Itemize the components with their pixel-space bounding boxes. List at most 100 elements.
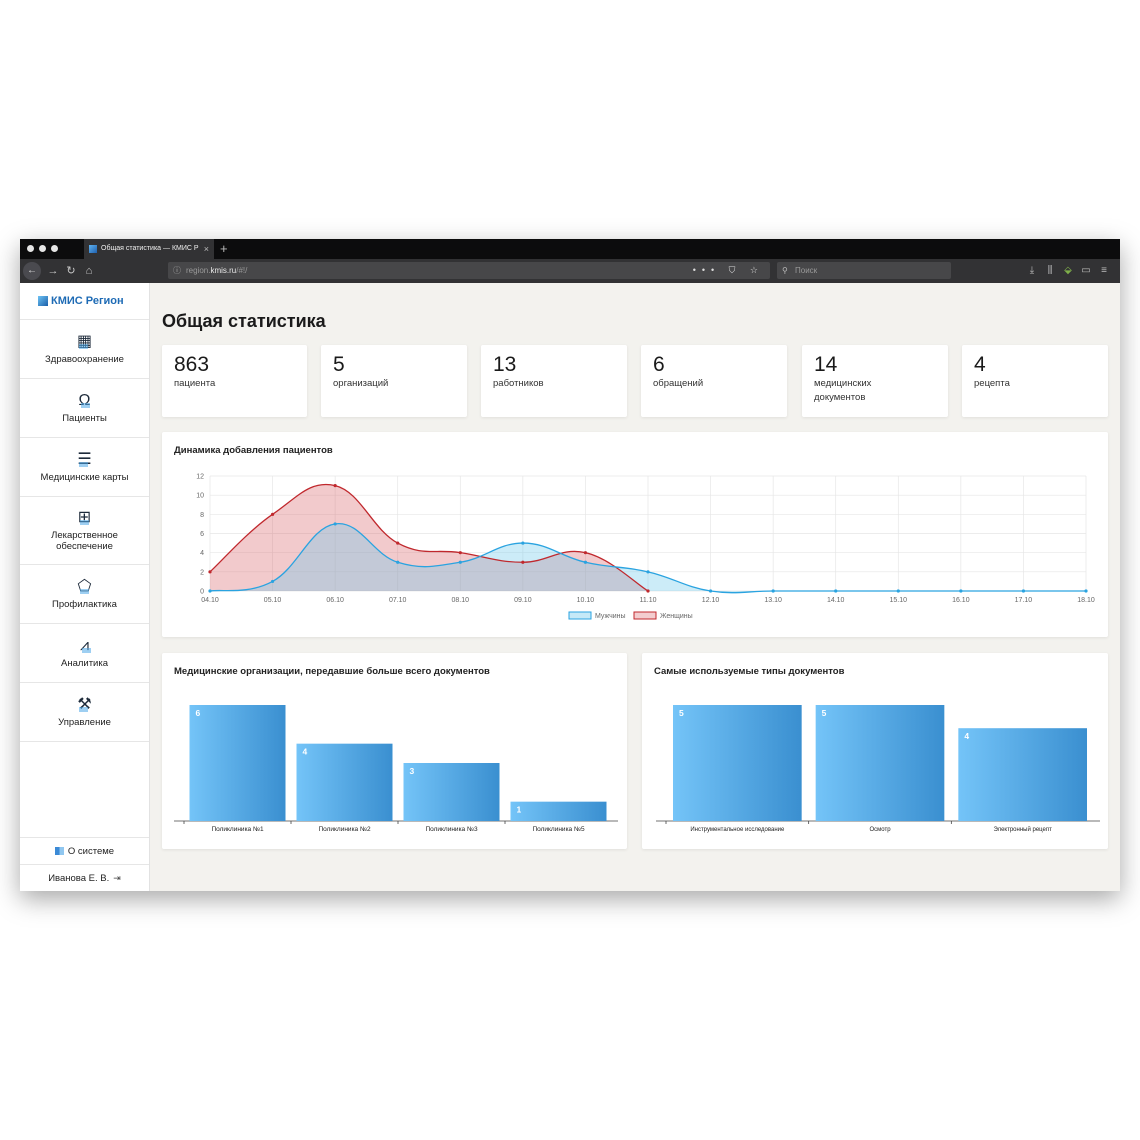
y-tick-label: 4 bbox=[200, 550, 204, 557]
data-point bbox=[521, 541, 525, 545]
stat-label: рецепта bbox=[974, 378, 1010, 389]
sidebar-item-label: Лекарственное обеспечение bbox=[51, 530, 118, 552]
search-icon: ⚲ bbox=[782, 266, 788, 275]
home-icon[interactable]: ⌂ bbox=[85, 265, 93, 277]
stat-value: 4 bbox=[974, 353, 986, 376]
browser-toolbar-icons: ⤓ ⫼ ⬙ ▭ ≡ bbox=[1023, 263, 1113, 279]
data-point bbox=[270, 579, 275, 584]
chart-title: Динамика добавления пациентов bbox=[174, 445, 333, 456]
forward-icon[interactable]: → bbox=[47, 265, 59, 277]
prevention-icon: ⬠ bbox=[77, 578, 92, 595]
legend-label: Мужчины bbox=[595, 613, 626, 620]
tab-title: Общая статистика — КМИС Р bbox=[101, 245, 199, 252]
bar bbox=[403, 763, 500, 821]
page-actions-icons[interactable]: ••• ⛉ ☆ bbox=[692, 265, 764, 275]
data-point bbox=[834, 589, 838, 593]
data-point bbox=[646, 589, 650, 593]
browser-window: Общая статистика — КМИС Р × + ← → ↻ ⌂ ⓘ … bbox=[20, 239, 1120, 891]
legend-swatch bbox=[568, 611, 592, 620]
sidebar-item-prevention[interactable]: ⬠ Профилактика bbox=[20, 565, 149, 624]
sidebar-item-drugs[interactable]: ⊞ Лекарственное обеспечение bbox=[20, 497, 149, 565]
bar-value-label: 5 bbox=[822, 708, 827, 718]
sidebar-item-label: Медицинские карты bbox=[40, 472, 129, 483]
bar-value-label: 1 bbox=[517, 805, 522, 815]
chart-title: Самые используемые типы документов bbox=[654, 666, 845, 677]
stat-value: 863 bbox=[174, 353, 210, 376]
sidebar-item-management[interactable]: ⚒ Управление bbox=[20, 683, 149, 742]
browser-search-input[interactable]: ⚲ Поиск bbox=[777, 262, 951, 279]
patient-icon: Ω bbox=[78, 392, 91, 409]
x-tick-label: 05.10 bbox=[264, 597, 282, 604]
library-icon[interactable]: ⫼ bbox=[1047, 265, 1053, 276]
bar bbox=[296, 743, 393, 821]
maximize-window-icon[interactable] bbox=[51, 245, 58, 252]
sidebar-item-label: Пациенты bbox=[62, 413, 107, 424]
stat-label: обращений bbox=[653, 378, 704, 389]
y-tick-label: 10 bbox=[196, 493, 204, 500]
data-point bbox=[208, 589, 212, 593]
x-tick-label: 16.10 bbox=[952, 597, 970, 604]
y-tick-label: 8 bbox=[200, 512, 204, 519]
x-tick-label: Поликлиника №5 bbox=[532, 826, 585, 833]
about-label: О системе bbox=[67, 845, 115, 857]
url-prefix: region. bbox=[186, 266, 211, 275]
stat-card-appeals: 6 обращений bbox=[641, 345, 787, 417]
data-point bbox=[1021, 589, 1026, 593]
app-logo[interactable]: КМИС Регион bbox=[20, 283, 149, 320]
y-tick-label: 0 bbox=[200, 589, 204, 596]
sidebar-item-analytics[interactable]: ⩘ Аналитика bbox=[20, 624, 149, 683]
menu-icon[interactable]: ≡ bbox=[1101, 265, 1107, 276]
data-point bbox=[458, 551, 462, 555]
sidebar-item-healthcare[interactable]: ▦ Здравоохранение bbox=[20, 320, 149, 379]
x-tick-label: 15.10 bbox=[890, 597, 908, 604]
data-point bbox=[708, 589, 713, 593]
bar-value-label: 4 bbox=[303, 747, 308, 757]
sidebar-item-medical-cards[interactable]: ☰ Медицинские карты bbox=[20, 438, 149, 497]
series-area bbox=[210, 523, 1086, 593]
data-point bbox=[333, 483, 337, 488]
browser-tab[interactable]: Общая статистика — КМИС Р × bbox=[84, 239, 214, 259]
x-tick-label: 08.10 bbox=[452, 597, 470, 604]
back-icon[interactable]: ← bbox=[23, 262, 41, 280]
browser-navbar: ← → ↻ ⌂ ⓘ region.kmis.ru/#!/ ••• ⛉ ☆ ⚲ П… bbox=[20, 259, 1120, 283]
close-window-icon[interactable] bbox=[27, 245, 34, 252]
x-tick-label: 11.10 bbox=[640, 597, 657, 604]
data-point bbox=[270, 512, 275, 516]
sidebar-item-patients[interactable]: Ω Пациенты bbox=[20, 379, 149, 438]
bar bbox=[189, 705, 286, 821]
data-point bbox=[583, 560, 588, 564]
reload-icon[interactable]: ↻ bbox=[66, 265, 76, 277]
download-icon[interactable]: ⤓ bbox=[1029, 265, 1035, 276]
tab-close-icon[interactable]: × bbox=[203, 244, 209, 254]
hospital-icon: ▦ bbox=[76, 333, 93, 350]
logo-text: КМИС Регион bbox=[51, 295, 124, 307]
legend-label: Женщины bbox=[660, 613, 693, 620]
site-info-icon[interactable]: ⓘ bbox=[173, 266, 181, 275]
stat-card-organizations: 5 организаций bbox=[321, 345, 467, 417]
minimize-window-icon[interactable] bbox=[39, 245, 46, 252]
logo-icon bbox=[38, 296, 48, 306]
app-sidebar: КМИС Регион ▦ Здравоохранение Ω Пациенты… bbox=[20, 283, 150, 891]
new-tab-button[interactable]: + bbox=[220, 241, 228, 256]
x-tick-label: Инструментальное исследование bbox=[690, 827, 785, 833]
analytics-icon: ⩘ bbox=[79, 637, 92, 654]
address-bar[interactable]: ⓘ region.kmis.ru/#!/ ••• ⛉ ☆ bbox=[168, 262, 770, 279]
bar-value-label: 3 bbox=[410, 766, 415, 776]
x-tick-label: 07.10 bbox=[389, 597, 407, 604]
extension-icon[interactable]: ⬙ bbox=[1064, 265, 1072, 276]
stat-label: организаций bbox=[333, 378, 389, 389]
bar-value-label: 4 bbox=[964, 731, 969, 741]
stat-card-workers: 13 работников bbox=[481, 345, 627, 417]
stat-card-patients: 863 пациента bbox=[162, 345, 307, 417]
series-line bbox=[209, 483, 649, 592]
sidebar-toggle-icon[interactable]: ▭ bbox=[1081, 265, 1091, 276]
bar bbox=[958, 728, 1087, 821]
user-menu[interactable]: Иванова Е. В. ⇥ bbox=[20, 864, 149, 891]
bar bbox=[673, 705, 802, 821]
logout-icon[interactable]: ⇥ bbox=[113, 872, 121, 883]
data-point bbox=[208, 570, 212, 574]
sidebar-item-label: Управление bbox=[58, 717, 111, 728]
x-tick-label: Поликлиника №1 bbox=[211, 826, 264, 833]
about-system-link[interactable]: О системе bbox=[20, 837, 149, 864]
info-book-icon bbox=[54, 847, 64, 855]
